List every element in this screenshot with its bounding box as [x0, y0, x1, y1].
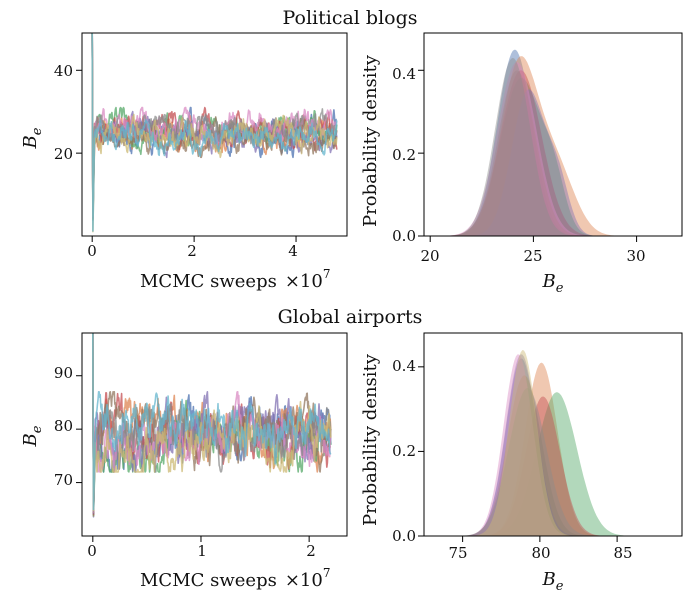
- y-axis-label: Probability density: [360, 54, 381, 227]
- y-axis-label: Be: [20, 425, 45, 447]
- axes-frame: [423, 32, 683, 237]
- density-area: [424, 89, 682, 236]
- trace-line: [92, 332, 332, 512]
- trace-line: [92, 332, 332, 511]
- density-area: [424, 57, 682, 237]
- density-area: [424, 70, 682, 237]
- density-area: [424, 70, 682, 236]
- xtick-label: 0: [87, 542, 97, 560]
- xtick-label: 25: [523, 247, 542, 265]
- trace-series-group: [91, 32, 338, 233]
- panel-airports-density: 75 80 85 0.0 0.2 0.4 Be Probability dens…: [360, 332, 683, 591]
- x-axis-label: MCMC sweeps ×107: [140, 267, 330, 292]
- panel-airports-trace: 0 1 2 70 80 90 MCMC sweeps ×107 Be: [20, 332, 348, 591]
- y-axis-label: Probability density: [360, 353, 381, 526]
- xtick-label: 2: [187, 242, 197, 260]
- ytick-label: 20: [54, 145, 73, 163]
- axes-frame: [81, 32, 348, 237]
- title-political-blogs: Political blogs: [283, 7, 418, 29]
- density-series-group: [424, 49, 682, 237]
- ytick-label: 0.0: [392, 227, 416, 245]
- density-area: [424, 78, 682, 236]
- x-axis-label: MCMC sweeps ×107: [140, 566, 330, 591]
- y-axis-label: Be: [20, 127, 45, 149]
- ytick-label: 0.4: [392, 65, 416, 83]
- ytick-label: 0.4: [392, 357, 416, 375]
- ytick-label: 0.2: [392, 442, 416, 460]
- xtick-label: 80: [531, 544, 550, 562]
- ytick-label: 80: [54, 417, 73, 435]
- xtick-label: 30: [626, 247, 645, 265]
- x-axis-label: Be: [542, 271, 564, 296]
- ytick-label: 90: [54, 364, 73, 382]
- xtick-label: 75: [448, 544, 467, 562]
- xtick-label: 0: [87, 242, 97, 260]
- axes-frame: [81, 332, 348, 537]
- panel-blogs-density: 20 25 30 0.0 0.2 0.4 Be Probability dens…: [360, 32, 683, 296]
- density-area: [424, 375, 682, 536]
- density-area: [424, 362, 682, 536]
- density-series-group: [424, 350, 682, 536]
- density-area: [424, 392, 682, 536]
- x-axis-label: Be: [542, 569, 564, 591]
- density-area: [424, 62, 682, 236]
- ytick-label: 40: [54, 62, 73, 80]
- xtick-label: 4: [288, 242, 298, 260]
- density-area: [424, 49, 682, 237]
- panel-blogs-trace: 0 2 4 20 40 MCMC sweeps ×107 Be: [20, 32, 348, 292]
- axes-frame: [423, 332, 683, 537]
- density-area: [424, 396, 682, 536]
- xtick-label: 1: [197, 542, 207, 560]
- density-area: [424, 388, 682, 536]
- xtick-label: 85: [613, 544, 632, 562]
- title-global-airports: Global airports: [278, 306, 423, 328]
- trace-line: [91, 32, 338, 232]
- ytick-label: 0.2: [392, 146, 416, 164]
- ytick-label: 0.0: [392, 527, 416, 545]
- xtick-label: 2: [306, 542, 316, 560]
- trace-line: [91, 32, 338, 233]
- density-area: [424, 56, 682, 236]
- ytick-label: 70: [54, 471, 73, 489]
- trace-series-group: [92, 332, 332, 518]
- xtick-label: 20: [420, 247, 439, 265]
